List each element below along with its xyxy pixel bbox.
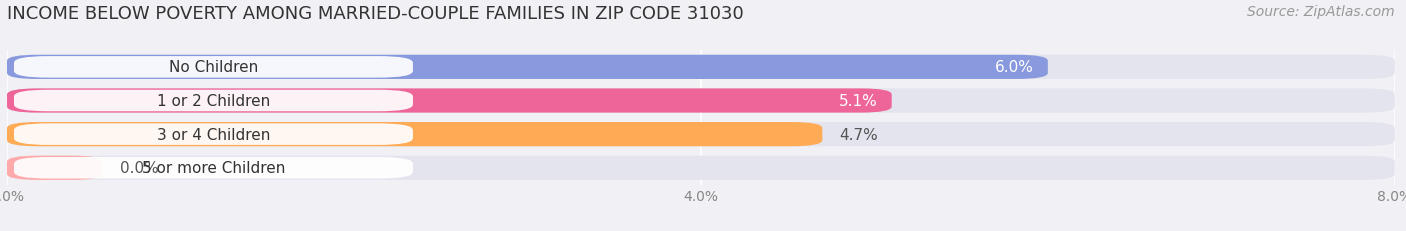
Text: 6.0%: 6.0% xyxy=(995,60,1033,75)
Text: 5 or more Children: 5 or more Children xyxy=(142,161,285,176)
Text: 5.1%: 5.1% xyxy=(839,94,877,109)
Text: 4.7%: 4.7% xyxy=(839,127,879,142)
Text: 3 or 4 Children: 3 or 4 Children xyxy=(156,127,270,142)
FancyBboxPatch shape xyxy=(7,89,891,113)
FancyBboxPatch shape xyxy=(7,156,103,180)
FancyBboxPatch shape xyxy=(14,90,413,112)
Text: 0.0%: 0.0% xyxy=(120,161,159,176)
Text: No Children: No Children xyxy=(169,60,259,75)
FancyBboxPatch shape xyxy=(7,156,1395,180)
FancyBboxPatch shape xyxy=(7,122,823,147)
Text: Source: ZipAtlas.com: Source: ZipAtlas.com xyxy=(1247,5,1395,18)
FancyBboxPatch shape xyxy=(7,122,1395,147)
FancyBboxPatch shape xyxy=(7,55,1395,80)
Text: 1 or 2 Children: 1 or 2 Children xyxy=(157,94,270,109)
FancyBboxPatch shape xyxy=(14,57,413,78)
FancyBboxPatch shape xyxy=(7,89,1395,113)
FancyBboxPatch shape xyxy=(14,124,413,145)
FancyBboxPatch shape xyxy=(14,157,413,179)
Text: INCOME BELOW POVERTY AMONG MARRIED-COUPLE FAMILIES IN ZIP CODE 31030: INCOME BELOW POVERTY AMONG MARRIED-COUPL… xyxy=(7,5,744,23)
FancyBboxPatch shape xyxy=(7,55,1047,80)
